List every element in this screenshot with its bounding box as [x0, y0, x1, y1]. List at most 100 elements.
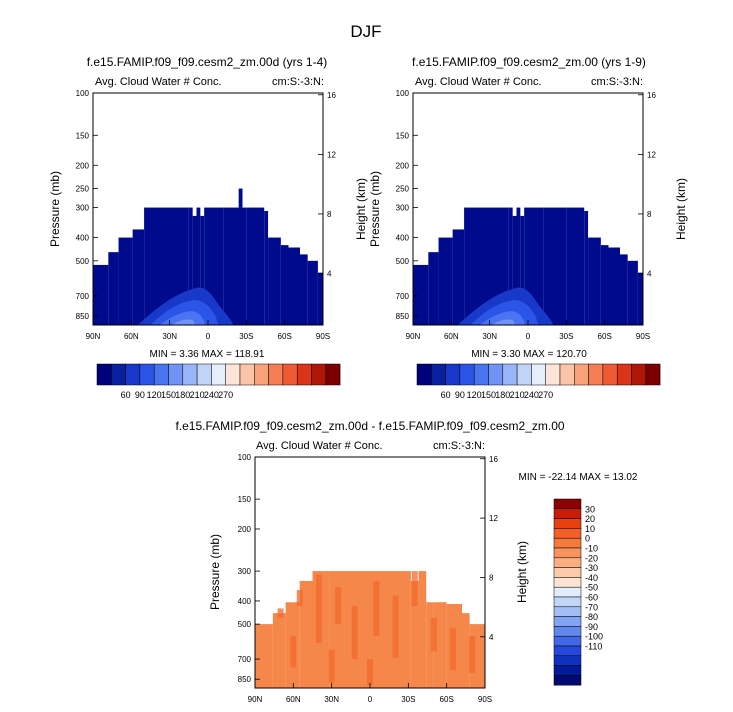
- cloud-contour: [172, 319, 196, 325]
- colorbar-swatch: [153, 363, 169, 386]
- colorbar-swatch: [553, 567, 582, 578]
- colorbar-swatch: [182, 363, 198, 386]
- x-tick-label: 90S: [636, 332, 650, 341]
- cloud-region: [438, 237, 453, 325]
- y-tick-label: 100: [76, 89, 90, 98]
- y2-tick-label: 4: [647, 270, 652, 279]
- diff-region: [255, 624, 273, 688]
- colorbar-swatch: [96, 363, 112, 386]
- page-title: DJF: [350, 22, 381, 41]
- y-tick-label: 200: [76, 161, 90, 170]
- panel-3-difference: f.e15.FAMIP.f09_f09.cesm2_zm.00d - f.e15…: [175, 419, 637, 704]
- diff-streak: [351, 606, 358, 660]
- colorbar-swatch: [553, 616, 582, 627]
- y2-tick-label: 12: [327, 150, 336, 159]
- y-tick-label: 150: [396, 131, 410, 140]
- y2-tick-label: 8: [647, 210, 652, 219]
- colorbar-label: 0: [585, 534, 590, 544]
- colorbar-label: -100: [585, 632, 603, 642]
- y-tick-label: 700: [238, 655, 252, 664]
- colorbar-swatch: [459, 363, 475, 386]
- y2-tick-label: 4: [489, 633, 494, 642]
- colorbar-swatch: [553, 626, 582, 637]
- y-tick-label: 400: [238, 597, 252, 606]
- colorbar-swatch: [553, 596, 582, 608]
- colorbar-label: -20: [585, 553, 598, 563]
- colorbar-swatch: [553, 586, 582, 598]
- diff-streak: [430, 617, 437, 652]
- colorbar-label: -110: [585, 642, 602, 652]
- colorbar-label: -60: [585, 593, 598, 603]
- cloud-region: [132, 229, 145, 325]
- colorbar-swatch: [516, 363, 532, 386]
- cloud-region: [238, 188, 243, 208]
- diff-streak: [290, 635, 297, 668]
- y-tick-label: 300: [396, 204, 410, 213]
- colorbar-label: -80: [585, 612, 598, 622]
- colorbar-swatch: [616, 363, 632, 386]
- x-tick-label: 60N: [124, 332, 139, 341]
- cloud-region: [192, 215, 197, 325]
- stats-label: MIN = 3.36 MAX = 118.91: [150, 349, 265, 360]
- y2-tick-label: 16: [327, 91, 336, 100]
- colorbar-label: -50: [585, 583, 598, 593]
- colorbar-label: 120: [467, 390, 482, 400]
- diff-streak: [315, 574, 322, 644]
- colorbar-swatch: [553, 518, 582, 529]
- colorbar-swatch: [502, 363, 518, 386]
- colorbar-swatch: [254, 363, 269, 386]
- colorbar-swatch: [553, 635, 582, 647]
- colorbar-label: 10: [585, 524, 595, 534]
- cloud-region: [108, 252, 119, 325]
- panel-units-label: cm:S:-3:N:: [272, 76, 324, 88]
- x-tick-label: 30S: [401, 695, 415, 704]
- y2-tick-label: 8: [489, 573, 494, 582]
- colorbar-swatch: [111, 363, 126, 386]
- y2-axis-label: Height (km): [515, 541, 529, 603]
- colorbar-swatch: [553, 577, 582, 588]
- diff-region: [426, 602, 434, 688]
- cloud-contour: [159, 311, 206, 325]
- y-tick-label: 500: [238, 620, 252, 629]
- y-tick-label: 200: [396, 161, 410, 170]
- cloud-region: [264, 210, 269, 325]
- y-tick-label: 300: [238, 567, 252, 576]
- colorbar-swatch: [645, 363, 661, 386]
- diff-streak: [328, 649, 335, 683]
- colorbar-label: -40: [585, 573, 598, 583]
- y-tick-label: 200: [238, 525, 252, 534]
- colorbar-swatch: [574, 363, 589, 386]
- x-tick-label: 30S: [559, 332, 573, 341]
- y2-tick-label: 8: [327, 210, 332, 219]
- diff-streak: [411, 571, 418, 607]
- y-axis-label: Pressure (mb): [368, 171, 382, 247]
- cloud-region: [512, 215, 517, 325]
- x-tick-label: 90N: [86, 332, 101, 341]
- cloud-region: [268, 237, 281, 325]
- y-tick-label: 400: [396, 234, 410, 243]
- cloud-region: [307, 260, 318, 325]
- colorbar-label: 60: [441, 390, 451, 400]
- y-tick-label: 850: [396, 312, 410, 321]
- y-tick-label: 300: [76, 204, 90, 213]
- x-tick-label: 30N: [324, 695, 339, 704]
- y-tick-label: 250: [76, 185, 90, 194]
- x-tick-label: 30N: [482, 332, 497, 341]
- y-tick-label: 150: [76, 131, 90, 140]
- cloud-region: [620, 254, 628, 325]
- colorbar-swatch: [553, 675, 582, 686]
- cloud-region: [280, 245, 289, 325]
- y-axis-label: Pressure (mb): [48, 171, 62, 247]
- y2-axis-label: Height (km): [674, 178, 688, 240]
- colorbar-swatch: [431, 363, 446, 386]
- panel-1: f.e15.FAMIP.f09_f09.cesm2_zm.00d (yrs 1-…: [48, 55, 368, 400]
- y2-tick-label: 16: [489, 455, 498, 464]
- x-tick-label: 90S: [478, 695, 492, 704]
- colorbar-label: 150: [161, 390, 176, 400]
- panel-variable-label: Avg. Cloud Water # Conc.: [256, 440, 383, 452]
- colorbar-swatch: [282, 363, 298, 386]
- colorbar-swatch: [553, 498, 582, 510]
- colorbar-swatch: [553, 557, 582, 568]
- diff-region: [418, 571, 427, 688]
